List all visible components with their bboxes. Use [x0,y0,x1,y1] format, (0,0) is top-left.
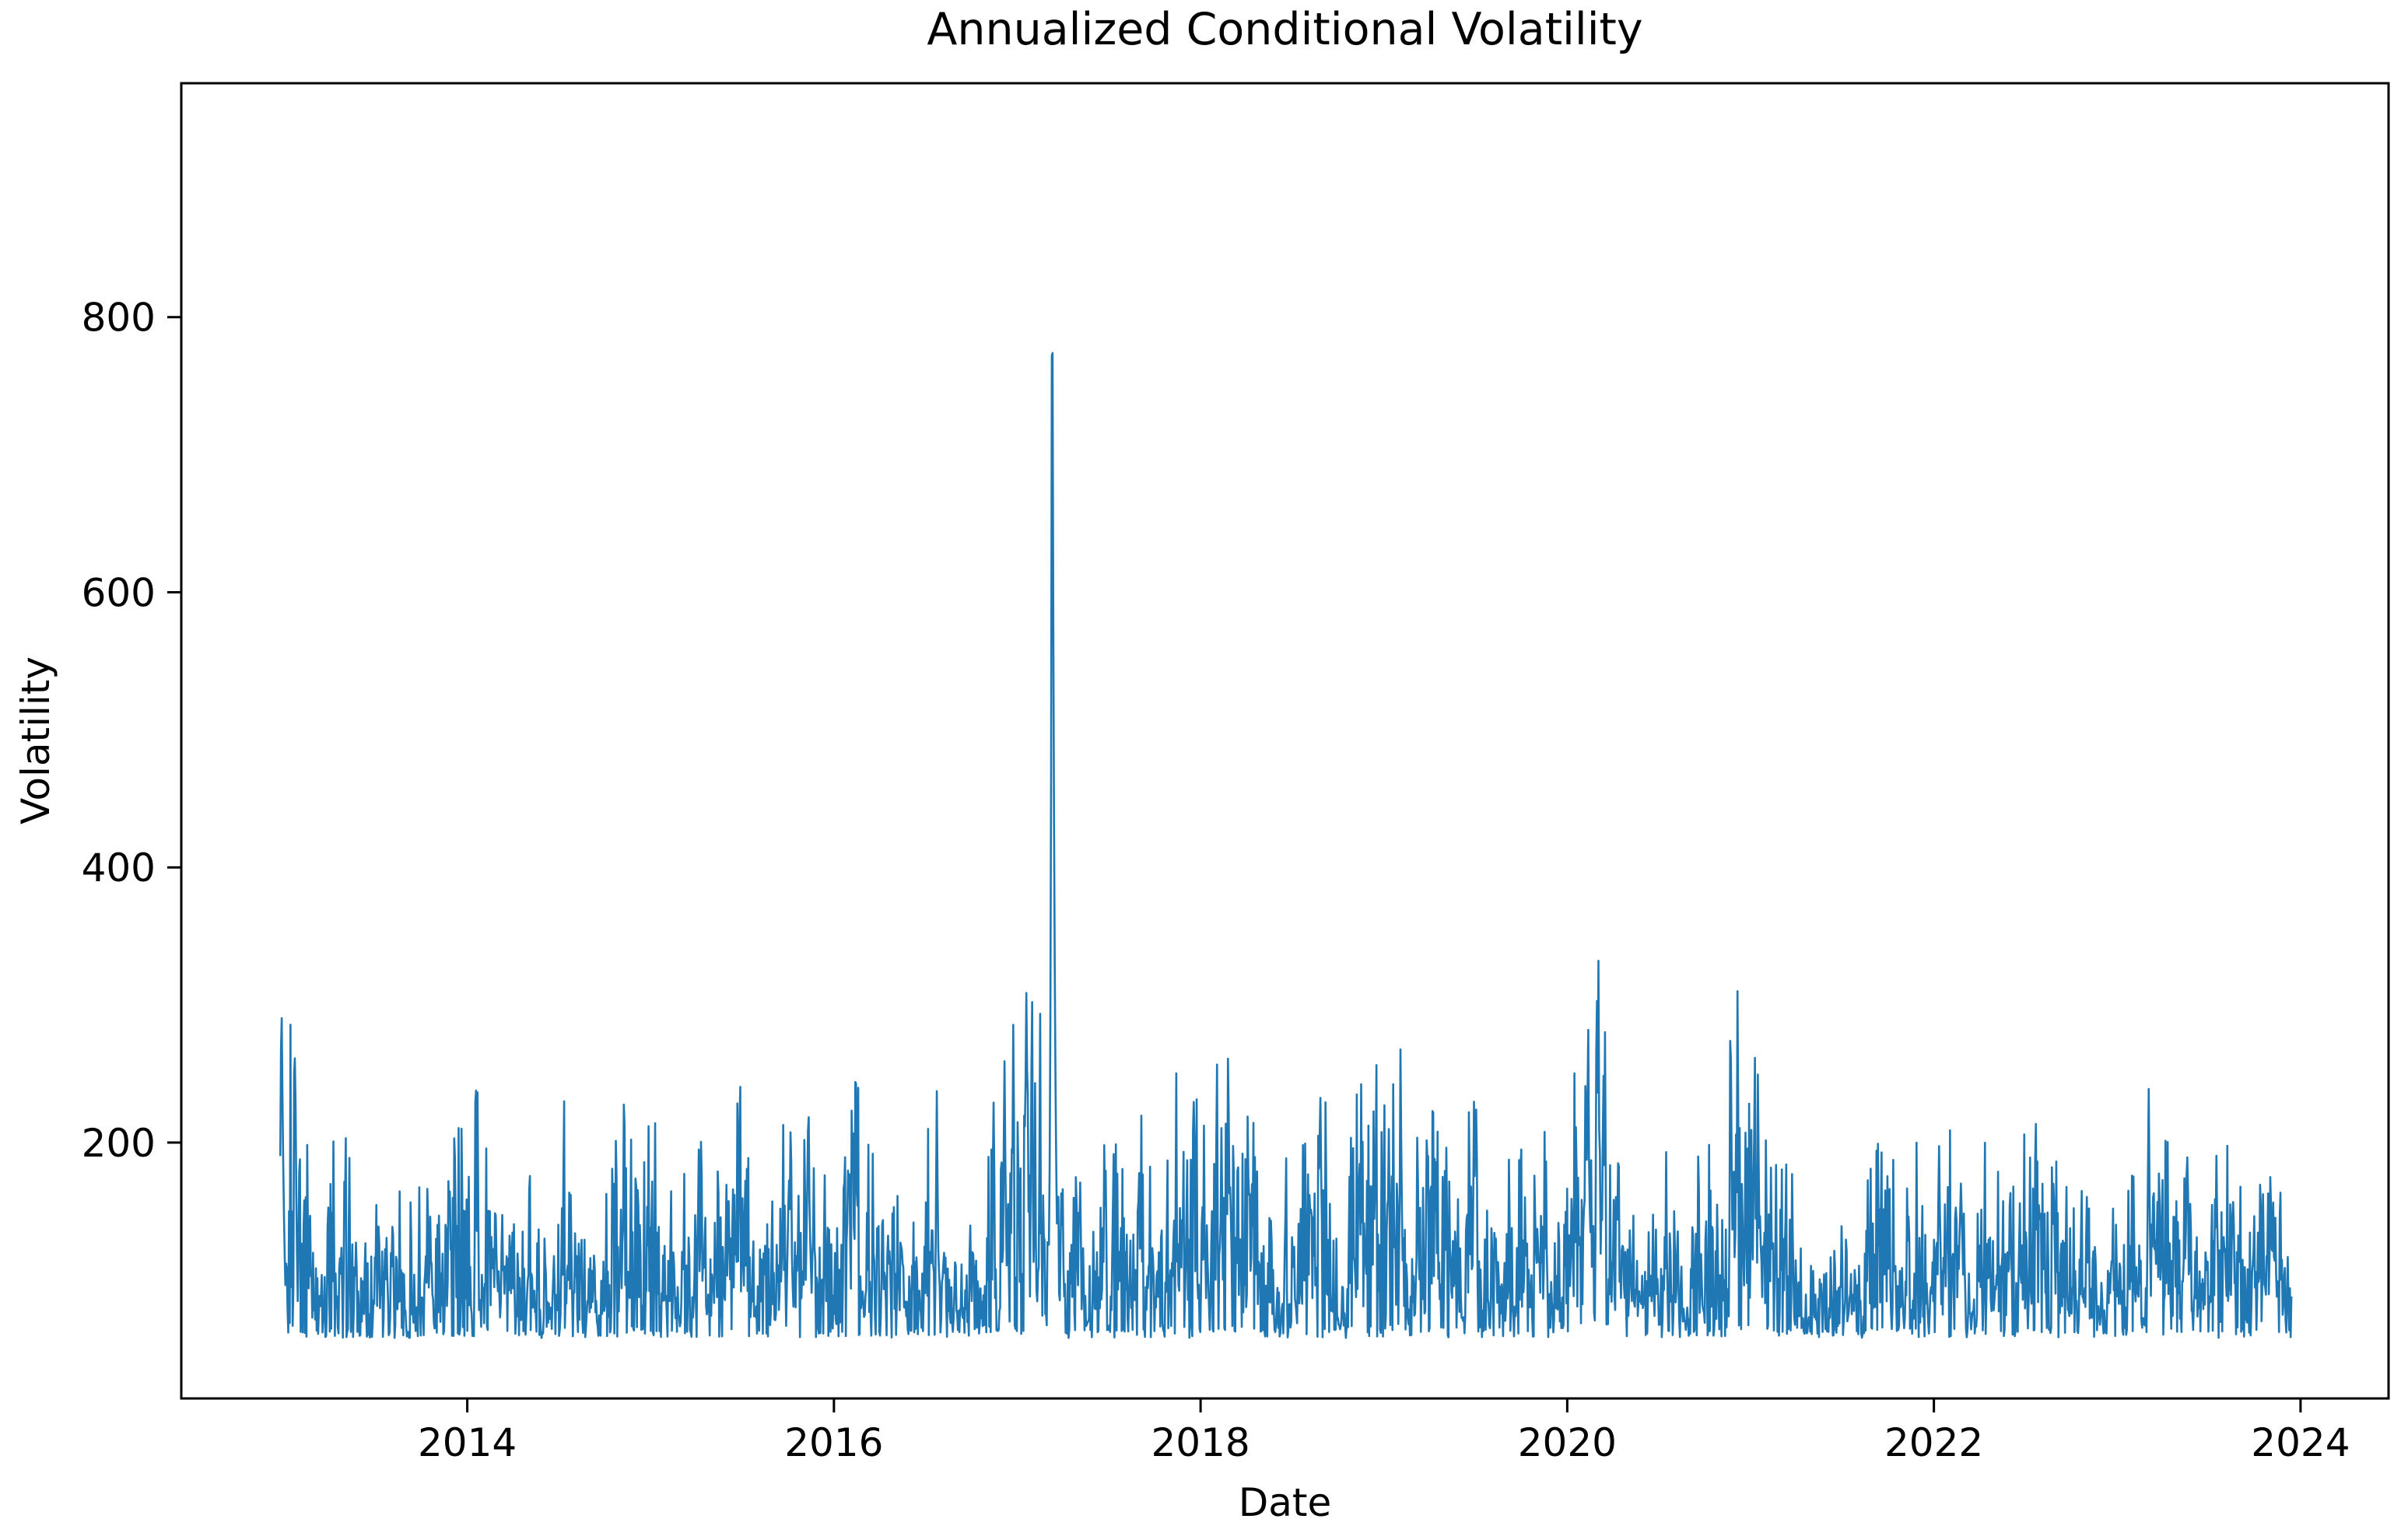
y-tick-label-600: 600 [82,570,156,615]
y-axis-label: Volatility [13,656,58,824]
volatility-line [279,352,2293,1339]
chart-title: Annualized Conditional Volatility [927,4,1643,55]
y-tick-label-800: 800 [82,296,156,341]
plot-border [180,82,2390,1400]
y-tick-label-200: 200 [82,1121,156,1166]
x-tick-label-2018: 2018 [1151,1420,1250,1465]
x-tick-label-2014: 2014 [418,1420,517,1465]
x-axis-label: Date [1238,1480,1332,1525]
y-tick-label-400: 400 [82,845,156,891]
x-tick-label-2016: 2016 [784,1420,883,1465]
x-tick-label-2024: 2024 [2251,1420,2350,1465]
x-tick-label-2022: 2022 [1884,1420,1983,1465]
x-tick-label-2020: 2020 [1518,1420,1617,1465]
